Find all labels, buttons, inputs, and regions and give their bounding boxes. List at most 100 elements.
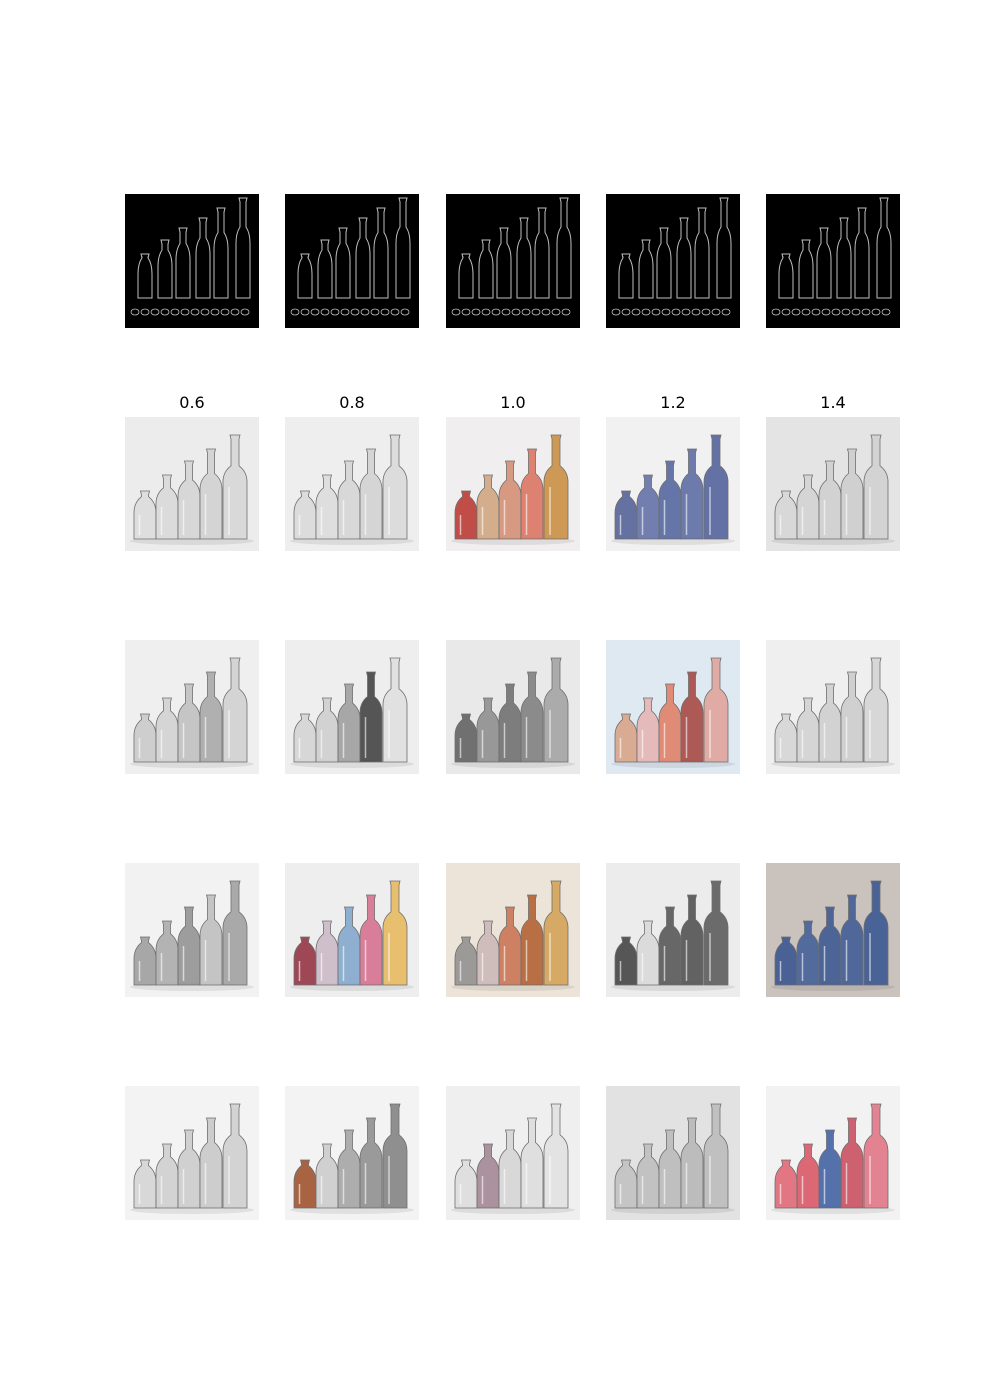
base-outline (160, 308, 170, 316)
base-outline (400, 308, 410, 316)
tile-background (446, 194, 580, 328)
base-outline (771, 308, 781, 316)
bottle-outline (317, 239, 333, 299)
base-outline (320, 308, 330, 316)
base-outline (180, 308, 190, 316)
tile-canvas (766, 1086, 900, 1220)
base-outline (330, 308, 340, 316)
base-outline (300, 308, 310, 316)
base-outline (360, 308, 370, 316)
bottle-outline (355, 217, 371, 299)
base-outline (531, 308, 541, 316)
tile-background (606, 194, 740, 328)
generated-bottles-image (285, 863, 419, 997)
base-outline (681, 308, 691, 316)
base-outline (190, 308, 200, 316)
tile-canvas (446, 194, 580, 328)
edge-map-image (285, 194, 419, 328)
base-outline (881, 308, 891, 316)
tile-canvas (766, 194, 900, 328)
base-outline (200, 308, 210, 316)
base-outline (801, 308, 811, 316)
base-outline (481, 308, 491, 316)
tile-canvas (606, 194, 740, 328)
bottle-outline (694, 207, 710, 299)
generated-bottles-image (606, 640, 740, 774)
bottle-outline (876, 197, 892, 299)
base-outline (551, 308, 561, 316)
base-outline (310, 308, 320, 316)
base-outline (541, 308, 551, 316)
base-outline (701, 308, 711, 316)
base-outline (671, 308, 681, 316)
tile-canvas (125, 1086, 259, 1220)
tile-canvas (446, 863, 580, 997)
tile-canvas (285, 640, 419, 774)
tile-canvas (125, 640, 259, 774)
base-outline (831, 308, 841, 316)
generated-bottles-image (125, 417, 259, 551)
generated-bottles-image (285, 417, 419, 551)
base-outline (691, 308, 701, 316)
base-outline (380, 308, 390, 316)
bottle-outline (175, 227, 191, 299)
bottle-outline (157, 239, 173, 299)
tile-canvas (446, 417, 580, 551)
bottle-outline (854, 207, 870, 299)
base-outline (471, 308, 481, 316)
bottle-outline (235, 197, 251, 299)
base-outline (791, 308, 801, 316)
generated-bottles-image (125, 1086, 259, 1220)
tile-canvas (446, 640, 580, 774)
base-outline (561, 308, 571, 316)
tile-canvas (606, 1086, 740, 1220)
tile-canvas (606, 863, 740, 997)
base-outline (461, 308, 471, 316)
base-outline (631, 308, 641, 316)
scale-label: 1.0 (500, 393, 526, 412)
base-outline (210, 308, 220, 316)
edge-map-image (125, 194, 259, 328)
tile-canvas (606, 417, 740, 551)
edge-map-image (766, 194, 900, 328)
tile-canvas (766, 863, 900, 997)
bottle-outline (638, 239, 654, 299)
bottle-outline (496, 227, 512, 299)
base-outline (491, 308, 501, 316)
tile-canvas (125, 417, 259, 551)
bottle-outline (816, 227, 832, 299)
bottle-outline (676, 217, 692, 299)
base-outline (871, 308, 881, 316)
generated-bottles-image (446, 863, 580, 997)
generated-bottles-image (766, 1086, 900, 1220)
base-outline (240, 308, 250, 316)
base-outline (861, 308, 871, 316)
generated-bottles-image (766, 640, 900, 774)
tile-canvas (285, 417, 419, 551)
base-outline (821, 308, 831, 316)
bottle-outline (534, 207, 550, 299)
generated-bottles-image (766, 863, 900, 997)
tile-canvas (125, 863, 259, 997)
tile-background (125, 194, 259, 328)
bottle-outline (516, 217, 532, 299)
bottle-outline (335, 227, 351, 299)
scale-label: 1.2 (660, 393, 686, 412)
base-outline (290, 308, 300, 316)
base-outline (721, 308, 731, 316)
tile-background (285, 194, 419, 328)
base-outline (781, 308, 791, 316)
base-outline (651, 308, 661, 316)
base-outline (220, 308, 230, 316)
generated-bottles-image (125, 640, 259, 774)
generated-bottles-image (446, 640, 580, 774)
generated-bottles-image (766, 417, 900, 551)
base-outline (851, 308, 861, 316)
generated-bottles-image (285, 640, 419, 774)
bottle-outline (778, 253, 794, 299)
bottle-outline (458, 253, 474, 299)
base-outline (340, 308, 350, 316)
base-outline (641, 308, 651, 316)
bottle-outline (656, 227, 672, 299)
